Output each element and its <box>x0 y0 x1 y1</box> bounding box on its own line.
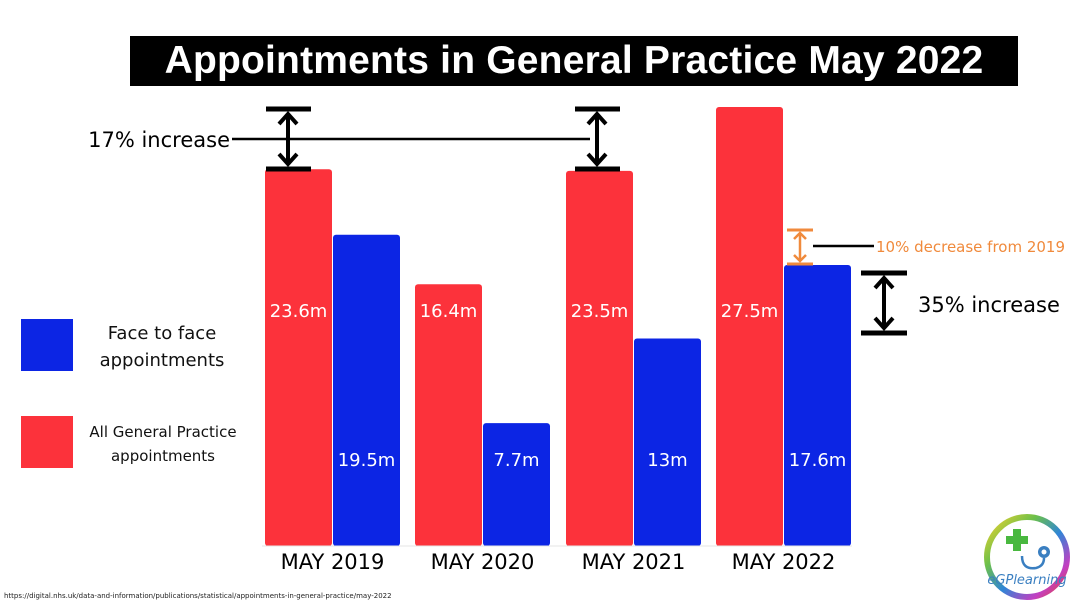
legend-label-face-to-face: Face to face appointments <box>99 323 225 371</box>
increase-17-arrow-2021 <box>575 106 620 172</box>
legend-swatch-all-gp <box>21 416 73 468</box>
egplearning-logo: eGPlearning <box>982 512 1072 602</box>
label-all-gp-2: 16.4m <box>420 301 478 322</box>
bar-all-gp-3 <box>566 170 633 546</box>
legend-swatch-face-to-face <box>21 319 73 371</box>
chart-title-box: Appointments in General Practice May 202… <box>130 36 1018 86</box>
category-label-3: MAY 2021 <box>582 550 686 574</box>
bar-face-to-face-2 <box>483 423 550 546</box>
label-face-to-face-3: 13m <box>647 450 687 471</box>
bar-face-to-face-4 <box>784 265 851 546</box>
bar-all-gp-1 <box>265 169 332 546</box>
label-face-to-face-4: 17.6m <box>789 450 847 471</box>
increase-17-arrow-2019 <box>266 106 311 172</box>
category-label-1: MAY 2019 <box>281 550 385 574</box>
svg-text:eGPlearning: eGPlearning <box>987 573 1066 588</box>
bar-all-gp-2 <box>415 284 482 546</box>
chart-title: Appointments in General Practice May 202… <box>164 39 984 82</box>
legend-label-all-gp: All General Practice appointments <box>89 423 237 465</box>
label-all-gp-3: 23.5m <box>571 301 629 322</box>
label-face-to-face-1: 19.5m <box>338 450 396 471</box>
category-label-2: MAY 2020 <box>431 550 535 574</box>
label-all-gp-1: 23.6m <box>270 301 328 322</box>
source-url: https://digital.nhs.uk/data-and-informat… <box>4 592 392 600</box>
category-label-4: MAY 2022 <box>732 550 836 574</box>
label-face-to-face-2: 7.7m <box>493 450 539 471</box>
bar-all-gp-4 <box>716 107 783 546</box>
decrease-10-arrow <box>787 228 874 266</box>
increase-17-label: 17% increase <box>88 128 230 152</box>
increase-35-label: 35% increase <box>918 293 1060 317</box>
bar-face-to-face-3 <box>634 338 701 546</box>
increase-35-arrow <box>861 270 907 336</box>
bar-face-to-face-1 <box>333 234 400 546</box>
label-all-gp-4: 27.5m <box>721 301 779 322</box>
decrease-10-label: 10% decrease from 2019 <box>876 238 1065 256</box>
